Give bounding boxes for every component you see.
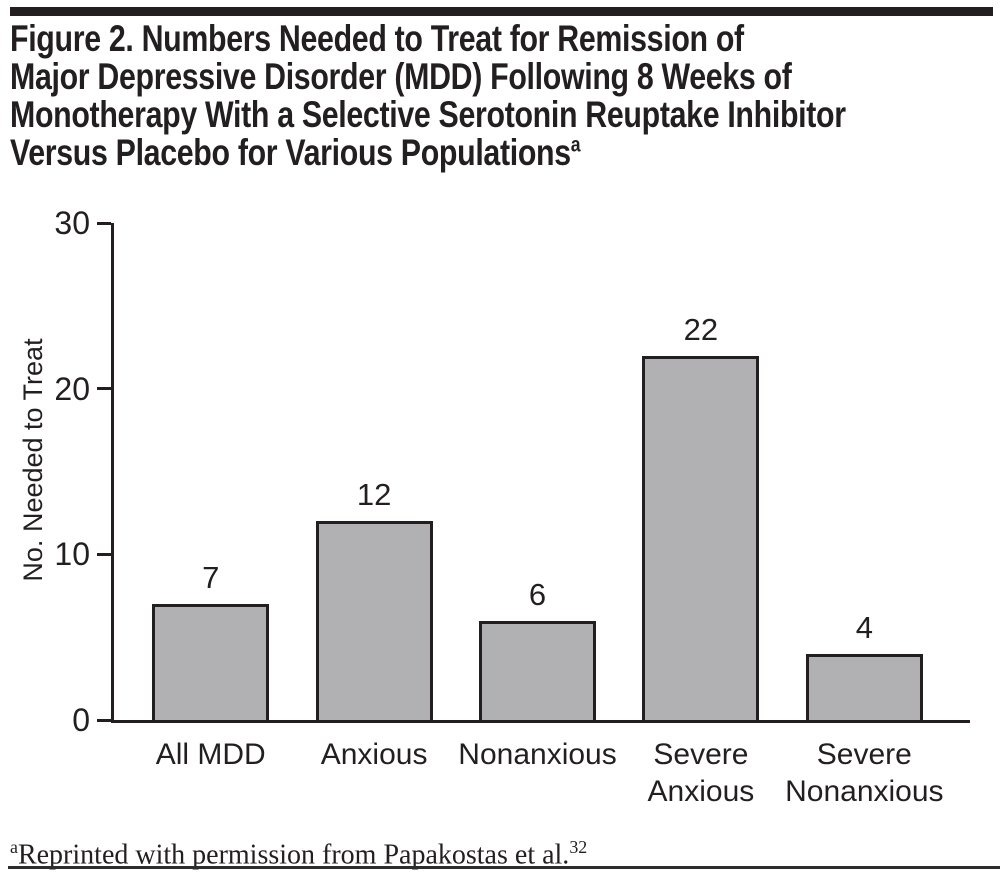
x-category-label-line: Anxious: [320, 738, 428, 771]
y-axis-tick-label: 30: [54, 205, 90, 241]
bar: [479, 620, 597, 720]
x-category-label: Anxious: [292, 736, 455, 810]
plot-area: [111, 223, 970, 723]
y-axis-tick: [97, 221, 111, 225]
footnote-marker: a: [10, 837, 18, 857]
figure-title: Figure 2. Numbers Needed to Treat for Re…: [10, 20, 846, 172]
x-category-label-line: Anxious: [647, 775, 755, 808]
bar-value-label: 12: [356, 477, 392, 513]
footnote: aReprinted with permission from Papakost…: [10, 830, 587, 872]
figure-title-line: Figure 2. Numbers Needed to Treat for Re…: [10, 18, 744, 59]
footnote-reference-number: 32: [569, 837, 588, 857]
y-axis-tick-label: 10: [54, 536, 90, 573]
y-axis-tick-label: 0: [72, 702, 90, 738]
bars-row: 7 12 6 22 4: [129, 223, 946, 720]
y-axis-tick: [97, 552, 111, 556]
bottom-rule: [8, 866, 1000, 869]
bar-slot: 6: [456, 223, 619, 720]
bar-value-label: 4: [855, 609, 873, 645]
figure-title-line: Monotherapy With a Selective Serotonin R…: [10, 94, 846, 135]
bar-value-label: 6: [528, 576, 547, 612]
x-category-label: Nonanxious: [456, 736, 619, 810]
bar-slot: 7: [129, 223, 292, 720]
y-axis-tick: [97, 718, 111, 722]
x-category-label: Severe Anxious: [619, 736, 782, 810]
figure-title-line: Versus Placebo for Various Populationsa: [10, 134, 846, 172]
figure-title-line: Major Depressive Disorder (MDD) Followin…: [10, 56, 792, 97]
bar-slot: 4: [783, 223, 946, 720]
x-category-label: Severe Nonanxious: [783, 736, 946, 810]
bar-value-label: 7: [202, 560, 220, 596]
x-category-label-line: Nonanxious: [458, 738, 617, 771]
footnote-text: Reprinted with permission from Papakosta…: [17, 839, 570, 871]
bar-slot: 12: [292, 223, 455, 720]
x-category-label-line: Severe: [653, 738, 749, 771]
x-category-label: All MDD: [129, 736, 292, 810]
y-axis-tick-label: 20: [54, 370, 90, 407]
bar-value-label: 22: [683, 311, 719, 347]
bar-slot: 22: [619, 223, 782, 720]
bar: [642, 355, 760, 720]
bar: [152, 604, 270, 720]
bar: [805, 653, 923, 720]
x-category-label-line: Severe: [816, 738, 912, 771]
top-rule: [10, 7, 993, 16]
y-axis-tick: [97, 387, 111, 391]
x-category-labels: All MDD Anxious Nonanxious Severe Anxious Sev…: [129, 736, 946, 810]
x-category-label-line: All MDD: [155, 738, 266, 771]
bar: [315, 521, 433, 720]
figure-title-footnote-marker: a: [570, 132, 581, 157]
x-category-label-line: Nonanxious: [785, 775, 944, 808]
figure-title-line-text: Versus Placebo for Various Populations: [10, 132, 571, 173]
